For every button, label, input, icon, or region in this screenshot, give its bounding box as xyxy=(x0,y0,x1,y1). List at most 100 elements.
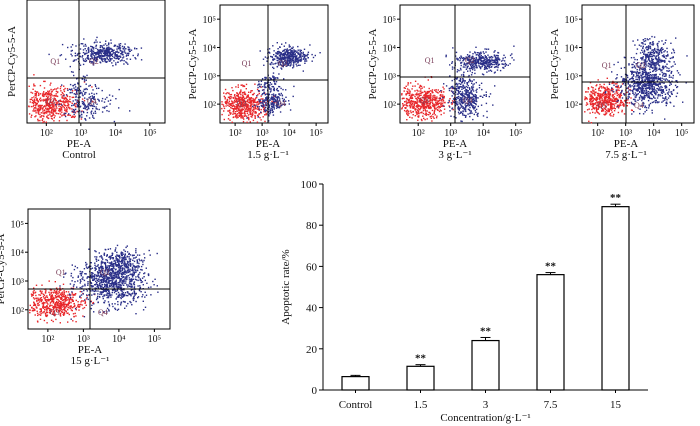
flow-events xyxy=(584,35,688,124)
y-tick-label: 10⁵ xyxy=(203,15,217,26)
significance-marker: ** xyxy=(415,353,427,365)
y-tick-label: 10² xyxy=(11,306,24,317)
flow-x-axis-title: PE-A xyxy=(78,344,103,356)
y-tick-label: 10³ xyxy=(203,72,216,83)
bar-x-tick-label: 7.5 xyxy=(544,399,558,411)
flow-condition-label: 1.5 g·L⁻¹ xyxy=(247,149,289,161)
x-tick-label: 10⁵ xyxy=(675,128,689,139)
y-tick-label: 10⁵ xyxy=(565,15,579,26)
x-tick-label: 10⁵ xyxy=(143,128,157,139)
flow-panel-c1_5: Q1 Q2 Q3 Q4 10² 10³ 10⁴ 10⁵ 10² 10³ 10⁴ 10⁵ PerCP-Cy… xyxy=(187,4,329,161)
bar-y-tick-label: 60 xyxy=(306,261,318,273)
y-tick-label: 10² xyxy=(383,100,396,111)
flow-x-axis-title: PE-A xyxy=(614,138,639,150)
bar[interactable] xyxy=(471,339,500,391)
flow-condition-label: 7.5 g·L⁻¹ xyxy=(605,149,647,161)
flow-x-axis-title: PE-A xyxy=(256,138,281,150)
quadrant-label-q1: Q1 xyxy=(242,59,252,68)
x-tick-label: 10³ xyxy=(444,128,457,139)
flow-events xyxy=(28,36,143,123)
quadrant-label-q2: Q2 xyxy=(278,59,288,68)
bar-y-tick-label: 80 xyxy=(306,220,318,232)
x-tick-label: 10⁴ xyxy=(109,128,123,139)
bar-y-axis-title: Apoptotic rate/% xyxy=(280,249,292,324)
flow-condition-label: 3 g·L⁻¹ xyxy=(438,149,471,161)
significance-marker: ** xyxy=(545,261,557,273)
flow-panel-c7_5: Q1 Q2 Q3 Q4 10² 10³ 10⁴ 10⁵ 10² 10³ 10⁴ 10⁵ PerCP-Cy… xyxy=(549,4,695,161)
quadrant-label-q1: Q1 xyxy=(425,56,435,65)
bar-group-15: ** 15 xyxy=(601,192,630,411)
y-tick-label: 10⁴ xyxy=(383,43,397,54)
quadrant-label-q1: Q1 xyxy=(50,57,60,66)
flow-y-axis-title: PerCP-Cy5-5-A xyxy=(549,29,561,100)
x-tick-label: 10³ xyxy=(256,128,269,139)
x-tick-label: 10² xyxy=(40,128,53,139)
flow-events xyxy=(29,244,159,324)
y-tick-label: 10² xyxy=(565,100,578,111)
quadrant-label-q4: Q4 xyxy=(634,101,644,110)
quadrant-label-q3: Q3 xyxy=(419,96,429,105)
flow-y-axis-title: PerCP-Cy5-5-A xyxy=(6,26,18,97)
flow-y-axis-title: PerCP-Cy5-5-A xyxy=(367,29,379,100)
quadrant-label-q4: Q4 xyxy=(276,99,286,108)
bar-y-tick-label: 0 xyxy=(312,385,318,397)
x-tick-label: 10⁵ xyxy=(309,128,323,139)
flow-condition-label: Control xyxy=(62,149,96,161)
x-tick-label: 10³ xyxy=(74,128,87,139)
x-tick-label: 10³ xyxy=(77,334,90,345)
bar-group-7.5: ** 7.5 xyxy=(536,261,565,411)
bar-group-Control: Control xyxy=(339,374,373,411)
quadrant-label-q3: Q3 xyxy=(45,97,55,106)
x-tick-label: 10⁴ xyxy=(476,128,490,139)
y-tick-label: 10³ xyxy=(383,72,396,83)
y-tick-label: 10⁴ xyxy=(11,248,25,259)
bar[interactable] xyxy=(341,376,370,391)
x-tick-label: 10⁴ xyxy=(112,334,126,345)
flow-panel-c15: Q1 Q2 Q3 Q4 10² 10³ 10⁴ 10⁵ 10² 10³ 10⁴ 10⁵ PerCP-Cy… xyxy=(0,208,171,367)
bar-chart-axes: 0 20 40 60 80 100 xyxy=(301,179,648,397)
quadrant-label-q3: Q3 xyxy=(237,99,247,108)
bar[interactable] xyxy=(406,365,435,391)
bar-x-axis-title: Concentration/g·L⁻¹ xyxy=(440,412,530,424)
y-tick-label: 10² xyxy=(203,100,216,111)
bar-y-tick-label: 100 xyxy=(301,179,318,191)
flow-events xyxy=(401,45,515,123)
quadrant-label-q3: Q3 xyxy=(597,101,607,110)
y-tick-label: 10⁴ xyxy=(565,43,579,54)
quadrant-label-q1: Q1 xyxy=(602,61,612,70)
quadrant-label-q2: Q2 xyxy=(100,268,110,277)
bar-group-1.5: ** 1.5 xyxy=(406,353,435,411)
significance-marker: ** xyxy=(480,325,492,337)
flow-y-axis-title: PerCP-Cy5-5-A xyxy=(0,234,7,305)
quadrant-label-q3: Q3 xyxy=(50,308,60,317)
y-tick-label: 10⁵ xyxy=(383,15,397,26)
bar[interactable] xyxy=(536,274,565,391)
x-tick-label: 10² xyxy=(591,128,604,139)
quadrant-label-q2: Q2 xyxy=(636,61,646,70)
bar-x-tick-label: 3 xyxy=(483,399,489,411)
bar[interactable] xyxy=(601,206,630,391)
quadrant-label-q4: Q4 xyxy=(463,96,473,105)
bar-x-tick-label: 15 xyxy=(610,399,622,411)
flow-panel-control: Q1 Q2 Q3 Q4 10² 10³ 10⁴ 10⁵ PerCP-Cy5-5-A PE-ACon… xyxy=(6,0,166,161)
significance-marker: ** xyxy=(610,192,622,204)
y-tick-label: 10⁵ xyxy=(11,219,25,230)
bar-x-tick-label: Control xyxy=(339,399,373,411)
bar-x-tick-label: 1.5 xyxy=(414,399,428,411)
x-tick-label: 10⁵ xyxy=(509,128,523,139)
quadrant-label-q4: Q4 xyxy=(87,97,97,106)
quadrant-label-q2: Q2 xyxy=(89,57,99,66)
y-tick-label: 10³ xyxy=(11,277,24,288)
x-tick-label: 10² xyxy=(229,128,242,139)
flow-condition-label: 15 g·L⁻¹ xyxy=(71,355,110,367)
flow-panel-c3: Q1 Q2 Q3 Q4 10² 10³ 10⁴ 10⁵ 10² 10³ 10⁴ 10⁵ PerCP-Cy… xyxy=(367,4,531,161)
bar-y-tick-label: 20 xyxy=(306,344,318,356)
y-tick-label: 10⁴ xyxy=(203,43,217,54)
flow-x-axis-title: PE-A xyxy=(443,138,468,150)
x-tick-label: 10² xyxy=(412,128,425,139)
flow-y-axis-title: PerCP-Cy5-5-A xyxy=(187,29,199,100)
flow-events xyxy=(221,42,321,123)
bar-group-3: ** 3 xyxy=(471,325,500,411)
quadrant-label-q1: Q1 xyxy=(56,268,66,277)
